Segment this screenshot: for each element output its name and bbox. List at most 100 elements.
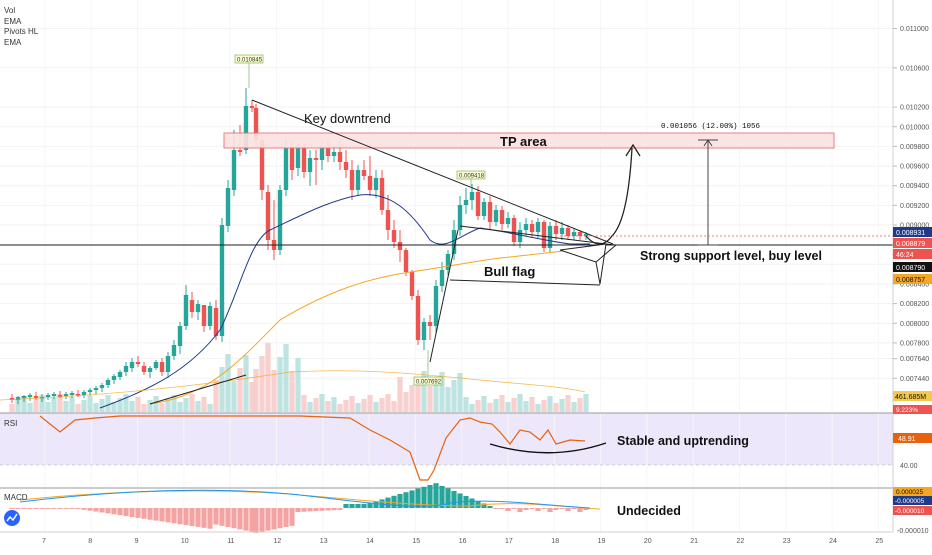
macd-bar	[153, 508, 159, 521]
macd-bar	[117, 508, 123, 516]
y-tick-label: 0.008400	[900, 281, 929, 288]
volume-bar	[511, 398, 517, 412]
volume-bar	[249, 382, 255, 412]
volume-bar	[277, 357, 283, 412]
candle-body	[583, 234, 589, 236]
macd-bar	[177, 508, 183, 525]
volume-bar	[463, 397, 469, 412]
volume-bar	[189, 394, 195, 412]
candle-body	[373, 178, 379, 190]
candle-body	[183, 295, 189, 326]
macd-bar	[225, 508, 231, 527]
volume-bar	[219, 367, 225, 412]
macd-bar	[207, 508, 213, 529]
macd-bar	[577, 508, 583, 512]
macd-panel	[9, 483, 601, 533]
tp-area-label: TP area	[500, 134, 548, 149]
flag-lower-line	[449, 279, 601, 286]
candle-body	[421, 322, 427, 340]
volume-bar	[307, 402, 313, 412]
macd-bar	[541, 508, 547, 509]
macd-bar	[553, 508, 559, 510]
rsi-note: Stable and uptrending	[617, 434, 749, 448]
badge-b5: 0.008757	[896, 277, 925, 284]
macd-bar	[87, 508, 93, 511]
candle-body	[15, 397, 21, 400]
candle-body	[481, 202, 487, 216]
volume-bar	[147, 400, 153, 412]
candle-body	[535, 222, 541, 232]
y-tick-label: 0.009800	[900, 144, 929, 151]
candle-body	[243, 106, 249, 150]
x-tick-label: 15	[412, 538, 420, 545]
volume-bar	[529, 397, 535, 412]
candle-body	[93, 388, 99, 390]
macd-bar	[565, 508, 571, 511]
macd-bar	[265, 508, 271, 531]
macd-bar	[15, 508, 21, 509]
candle-body	[319, 148, 325, 160]
candle-body	[69, 393, 75, 395]
candle-body	[457, 205, 463, 230]
y-tick-label: 0.008000	[900, 321, 929, 328]
volume-bar	[301, 395, 307, 412]
volume-bar	[265, 343, 271, 412]
flag-tip	[595, 243, 618, 263]
volume-bar	[63, 401, 69, 412]
volume-bar	[117, 398, 123, 412]
bull-flag-label: Bull flag	[484, 264, 535, 279]
volume-bar	[201, 397, 207, 412]
macd-bar	[439, 486, 445, 508]
badge-macd2-bg	[893, 496, 932, 505]
macd-bar	[535, 508, 541, 511]
pivot-high2: 0.009418	[459, 174, 485, 180]
macd-bar	[331, 508, 337, 511]
macd-bar	[129, 508, 135, 517]
badge-b5-bg	[893, 274, 932, 284]
y-tick-label: 0.007800	[900, 340, 929, 347]
candle-body	[81, 392, 87, 395]
x-tick-label: 9	[135, 538, 139, 545]
candle-body	[213, 308, 219, 336]
macd-tick-label: -0.000010	[897, 528, 929, 535]
volume-bar	[81, 400, 87, 412]
candles	[9, 88, 589, 404]
volume-bar	[9, 404, 15, 412]
x-tick-label: 14	[366, 538, 374, 545]
candle-body	[367, 176, 373, 190]
x-tick-label: 20	[644, 538, 652, 545]
volume-bar	[385, 394, 391, 412]
candle-body	[165, 356, 171, 372]
candle-body	[499, 210, 505, 224]
volume-bar	[433, 379, 439, 412]
y-tick-label: 0.007440	[900, 376, 929, 383]
volume-bar	[373, 402, 379, 412]
macd-bar	[231, 508, 237, 529]
x-tick-label: 8	[88, 538, 92, 545]
uptrend-line	[149, 374, 247, 405]
volume-bar	[547, 396, 553, 412]
macd-bar	[517, 508, 523, 512]
candle-body	[445, 254, 451, 270]
volume-bar	[319, 394, 325, 412]
volume-bar	[553, 403, 559, 412]
candle-body	[409, 272, 415, 296]
candle-body	[99, 385, 105, 388]
macd-bar	[487, 506, 493, 508]
badge-b2: 0.008879	[896, 241, 925, 248]
macd-bar	[249, 508, 255, 532]
badge-macd2: -0.000005	[895, 498, 925, 505]
candle-body	[219, 225, 225, 336]
candle-body	[487, 202, 493, 222]
volume-bar	[421, 371, 427, 412]
macd-bar	[189, 508, 195, 526]
candle-body	[451, 230, 457, 254]
candle-body	[295, 148, 301, 168]
volume-bar	[111, 402, 117, 412]
volume-bar	[445, 387, 451, 412]
macd-bar	[445, 488, 451, 508]
badge-macd3: -0.000010	[895, 508, 925, 515]
x-tick-label: 25	[875, 538, 883, 545]
